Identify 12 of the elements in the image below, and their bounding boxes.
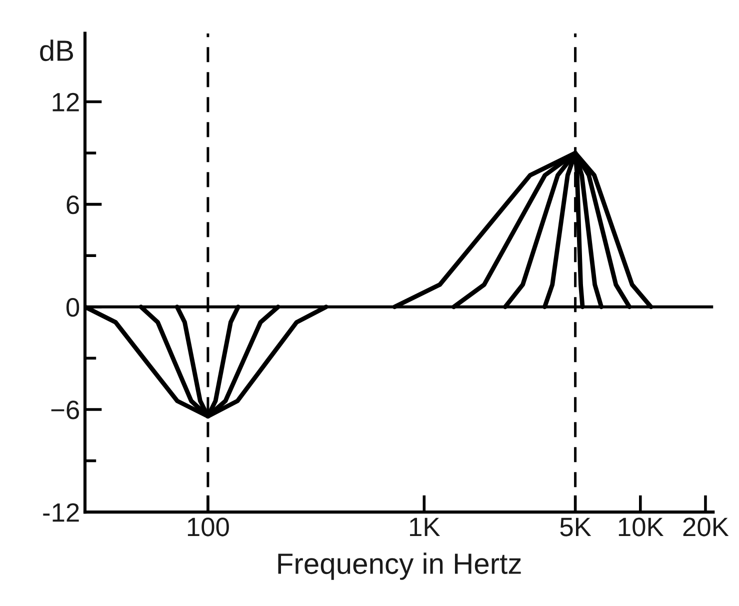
y-tick-label: 12 [52, 92, 79, 112]
x-tick-label: 10K [618, 518, 664, 536]
x-tick-label: 20K [683, 518, 729, 536]
x-tick-label: 1K [410, 518, 440, 536]
x-tick-label: 5K [560, 518, 592, 536]
y-tick-label: -12 [43, 503, 79, 522]
y-tick-label: 0 [66, 298, 80, 317]
x-tick-label: 100 [188, 518, 229, 536]
y-axis-title: dB [40, 40, 74, 62]
y-tick-label: −6 [51, 400, 79, 420]
y-tick-label: 6 [66, 195, 79, 214]
x-axis-title: Frequency in Hertz [278, 552, 521, 580]
